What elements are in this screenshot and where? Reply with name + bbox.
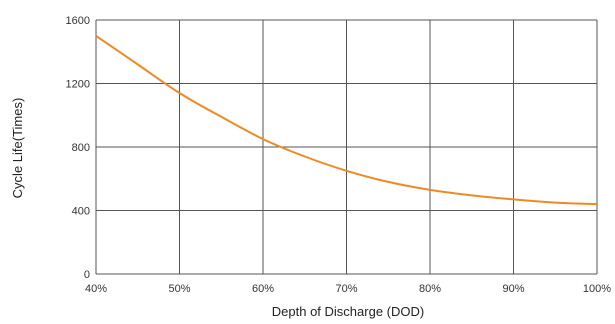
y-tick-label: 1600 (66, 15, 90, 27)
y-tick-label: 800 (72, 142, 90, 154)
cycle-life-curve (95, 35, 598, 206)
x-tick-label: 40% (85, 283, 107, 295)
x-tick-label: 100% (583, 283, 611, 295)
x-tick-label: 90% (502, 283, 524, 295)
series-layer (95, 35, 598, 206)
y-tick-label: 400 (72, 206, 90, 218)
y-tick-labels: 0 400 800 1200 1600 (66, 15, 90, 281)
x-tick-label: 70% (335, 283, 357, 295)
x-tick-label: 60% (252, 283, 274, 295)
y-axis-title: Cycle Life(Times) (10, 98, 25, 199)
x-tick-label: 80% (419, 283, 441, 295)
x-axis-title: Depth of Discharge (DOD) (272, 304, 424, 319)
y-tick-label: 0 (84, 269, 90, 281)
x-tick-label: 50% (168, 283, 190, 295)
grid-lines (95, 19, 598, 275)
y-tick-label: 1200 (66, 79, 90, 91)
x-tick-labels: 40% 50% 60% 70% 80% 90% 100% (85, 283, 611, 295)
